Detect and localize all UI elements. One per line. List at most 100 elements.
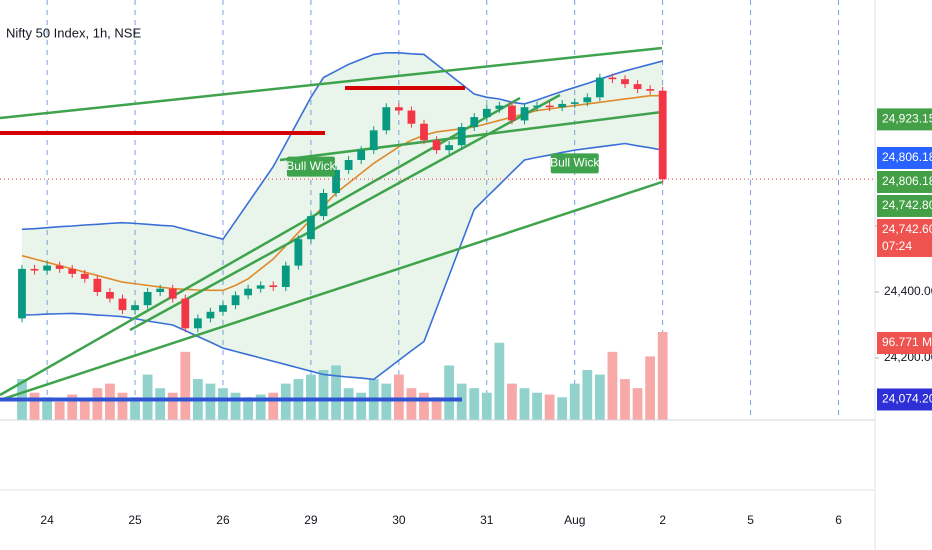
volume-bar xyxy=(255,394,266,420)
volume-bar xyxy=(607,351,618,420)
layer xyxy=(17,0,839,420)
candle-body xyxy=(382,107,391,131)
volume-bar xyxy=(519,388,530,420)
candle-body xyxy=(80,273,89,279)
volume-bar xyxy=(343,388,354,420)
volume-bar xyxy=(481,392,492,420)
candle-body xyxy=(445,145,454,151)
candle-body xyxy=(344,160,353,170)
candle-body xyxy=(307,216,315,240)
indicator-line xyxy=(21,51,663,241)
candle-body xyxy=(43,265,52,271)
volume-bar xyxy=(632,388,643,420)
volume-bar xyxy=(142,374,153,420)
volume-bar xyxy=(180,351,191,420)
candle-body xyxy=(495,105,504,109)
trend-line xyxy=(0,180,663,402)
volume-bar xyxy=(469,388,480,420)
candle-body xyxy=(244,288,253,296)
x-tick-label: 25 xyxy=(128,513,142,527)
candle-body xyxy=(319,193,328,217)
price-badge xyxy=(877,146,932,169)
candle-body xyxy=(168,288,177,299)
candle-body xyxy=(407,110,416,124)
x-tick-label: Aug xyxy=(564,513,585,527)
candle-body xyxy=(595,77,604,98)
candle-body xyxy=(457,127,466,146)
volume-bar xyxy=(544,394,555,420)
candle-body xyxy=(608,77,617,80)
candle-body xyxy=(219,305,227,312)
volume-bar xyxy=(318,370,329,420)
volume-bar xyxy=(268,392,279,420)
candle-body xyxy=(583,97,592,103)
price-badge-label: 24,923.15 xyxy=(882,112,932,126)
candle-body xyxy=(394,107,403,111)
candle-body xyxy=(231,295,240,306)
price-badge xyxy=(877,170,932,193)
volume-bar xyxy=(230,392,241,420)
volume-bar xyxy=(42,397,53,420)
volume-bar xyxy=(444,365,455,420)
price-badge xyxy=(877,108,932,131)
candle-body xyxy=(18,268,26,319)
volume-bar xyxy=(92,388,103,420)
volume-bar xyxy=(117,392,128,420)
candle-body xyxy=(646,89,655,91)
candle-body xyxy=(131,305,139,311)
volume-bar xyxy=(130,397,140,420)
volume-bar xyxy=(218,388,228,420)
volume-bar xyxy=(406,388,417,420)
countdown-label: 07:24 xyxy=(882,239,912,253)
x-tick-label: 2 xyxy=(659,513,666,527)
volume-bar xyxy=(105,383,115,420)
x-tick-label: 26 xyxy=(216,513,230,527)
candle-body xyxy=(269,285,278,288)
band-fill xyxy=(21,52,663,380)
candle-body xyxy=(55,265,64,269)
x-tick-label: 24 xyxy=(40,513,54,527)
volume-bar xyxy=(381,383,392,420)
volume-bar xyxy=(280,383,291,420)
candle-body xyxy=(118,298,127,311)
volume-bar xyxy=(419,392,429,420)
candle-body xyxy=(633,84,642,90)
price-badge xyxy=(877,194,932,217)
volume-bar xyxy=(657,332,668,420)
candle-body xyxy=(193,318,202,329)
x-tick-label: 31 xyxy=(480,513,494,527)
annotation-box xyxy=(286,156,335,177)
candle-body xyxy=(30,268,39,271)
x-tick-label: 5 xyxy=(747,513,754,527)
volume-bar xyxy=(507,383,517,420)
indicator-line xyxy=(21,94,663,292)
volume-bar xyxy=(569,383,580,420)
candle-body xyxy=(520,107,529,121)
candle-body xyxy=(281,265,290,288)
volume-bar xyxy=(620,379,630,420)
candle-body xyxy=(420,123,428,141)
volume-bar xyxy=(243,397,254,420)
candle-body xyxy=(181,298,190,329)
candle-body xyxy=(570,102,579,104)
candle-body xyxy=(558,103,567,108)
candle-body xyxy=(621,79,629,85)
volume-bar xyxy=(54,401,65,420)
annotation-box xyxy=(550,153,599,174)
candle-body xyxy=(533,105,541,108)
price-badge xyxy=(877,218,932,257)
volume-bar xyxy=(594,374,605,420)
candle-body xyxy=(545,105,554,108)
x-tick-label: 30 xyxy=(392,513,406,527)
volume-bar xyxy=(532,392,542,420)
layer: Bull Wick Bull Wick xyxy=(0,73,875,402)
candle-body xyxy=(432,140,441,151)
price-badge-label: 24,074.20 xyxy=(882,392,932,406)
candle-body xyxy=(68,268,77,274)
price-badge-label: 24,806.18 xyxy=(882,174,932,188)
volume-bar xyxy=(79,400,90,420)
price-badge-label: 24,742.80 xyxy=(882,198,932,212)
